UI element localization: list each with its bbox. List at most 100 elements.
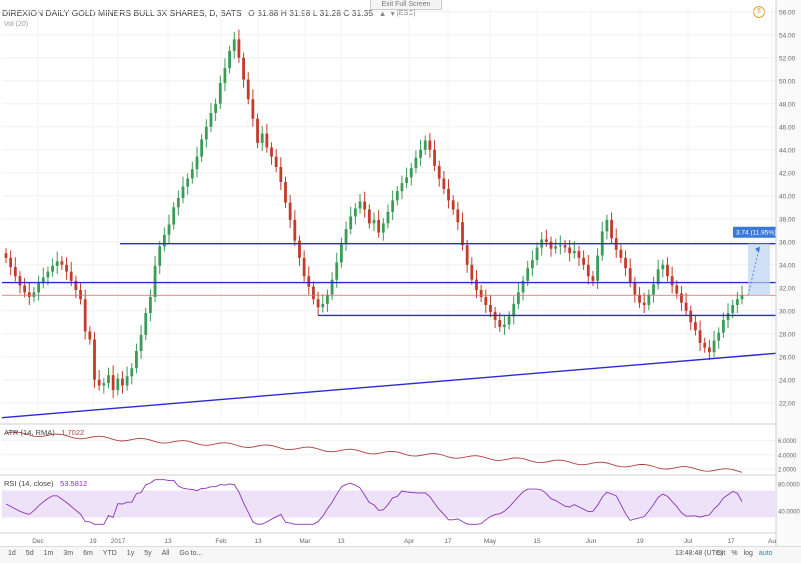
symbol-title[interactable]: DIREXION DAILY GOLD MINERS BULL 3X SHARE… [2, 8, 242, 18]
candle [372, 212, 376, 232]
scale-button-auto[interactable]: auto [758, 550, 773, 557]
scale-button-ext[interactable]: ext [716, 550, 726, 557]
exit-fullscreen-button[interactable]: Exit Full Screen (ESC) [370, 0, 442, 17]
candle [484, 289, 488, 314]
candle-body [97, 379, 101, 386]
candle [470, 257, 474, 285]
candle [4, 248, 8, 264]
range-button-2[interactable]: 1m [43, 550, 54, 557]
candle-body [111, 375, 115, 391]
candle-body [302, 257, 306, 277]
candle [721, 312, 725, 338]
candle [265, 123, 269, 153]
range-button-5[interactable]: YTD [102, 550, 117, 557]
candle-body [465, 245, 469, 265]
chart-legend: DIREXION DAILY GOLD MINERS BULL 3X SHARE… [2, 8, 397, 18]
x-tick-label: 17 [444, 538, 452, 545]
x-tick-label: 2017 [111, 538, 126, 545]
candle [139, 325, 143, 360]
candle-body [624, 257, 627, 269]
candle-body [55, 261, 59, 266]
range-button-6[interactable]: 1y [126, 550, 135, 557]
candle-body [628, 268, 632, 282]
candle [493, 306, 497, 328]
candle-body [535, 247, 539, 261]
candle [149, 289, 152, 322]
range-button-8[interactable]: All [161, 550, 170, 557]
x-tick-label: Mar [299, 538, 311, 545]
rsi-line [5, 479, 743, 525]
candle [293, 210, 297, 246]
candle [223, 58, 227, 92]
price-axis-bg [776, 0, 801, 546]
range-button-4[interactable]: 6m [83, 550, 93, 557]
candle-body [372, 219, 376, 224]
candle [638, 287, 641, 308]
candles [4, 29, 744, 399]
y-tick-label: 24.00 [779, 377, 796, 384]
candle-body [46, 271, 50, 278]
x-tick-label: May [484, 538, 497, 545]
candle [642, 292, 646, 314]
range-button-1[interactable]: 5d [25, 550, 34, 557]
candle [298, 235, 301, 266]
candle-body [83, 299, 87, 332]
candle [517, 282, 520, 310]
candle [153, 256, 157, 303]
range-button-3[interactable]: 3m [63, 550, 74, 557]
candle [88, 326, 92, 345]
candle [661, 259, 665, 278]
candle-body [265, 133, 269, 148]
candle-body [591, 276, 595, 281]
scale-button-percent[interactable]: % [731, 550, 738, 557]
candle-body [51, 265, 54, 272]
y-tick-label: 32.00 [779, 285, 796, 292]
candle-body [312, 286, 315, 300]
y-tick-label: 46.00 [779, 124, 796, 131]
candle [363, 191, 367, 218]
candle [130, 363, 134, 385]
candle-body [549, 241, 553, 249]
ohlc-values: O 31.88 H 31.98 L 31.28 C 31.35 [248, 8, 374, 18]
candle-body [652, 284, 655, 295]
candle [242, 52, 245, 88]
candle-body [60, 261, 64, 265]
candle [353, 203, 357, 225]
candle-body [563, 245, 567, 248]
range-button-7[interactable]: 5y [144, 550, 152, 557]
range-button-9[interactable]: Go to... [179, 550, 203, 557]
candle-body [330, 279, 334, 295]
candle-body [153, 265, 157, 297]
candle-body [381, 223, 385, 233]
atr-line [5, 431, 743, 473]
candle [51, 258, 54, 277]
candle [689, 305, 693, 331]
candle-body [517, 292, 520, 304]
candle [79, 282, 82, 305]
candle [344, 221, 348, 251]
candle-body [74, 280, 78, 291]
rsi-panel: 80.0000 40.0000 [2, 479, 800, 525]
y-tick-label: 52.00 [779, 55, 796, 62]
price-chart[interactable]: 35.8332.4529.5931.353.74 (11.95%) 22.002… [0, 0, 801, 546]
candle-body [237, 39, 241, 58]
scale-button-log[interactable]: log [743, 550, 753, 557]
x-tick-label: Dec [32, 538, 44, 545]
candle [670, 266, 674, 294]
candle [386, 204, 390, 229]
atr-tick-label: 4.0000 [778, 453, 797, 459]
candle [391, 190, 395, 220]
candle [582, 250, 586, 270]
candle [74, 275, 78, 299]
candle [316, 291, 320, 316]
candle-body [88, 331, 92, 340]
rsi-tick-label: 80.0000 [778, 482, 800, 488]
candle-body [391, 200, 395, 212]
candle [176, 190, 180, 216]
candle [172, 202, 176, 230]
candle [107, 367, 110, 389]
candle-body [437, 165, 441, 179]
range-button-0[interactable]: 1d [8, 550, 16, 557]
candle-body [451, 200, 455, 210]
legend-arrows-icon[interactable]: ▲ ▼ [378, 9, 397, 18]
